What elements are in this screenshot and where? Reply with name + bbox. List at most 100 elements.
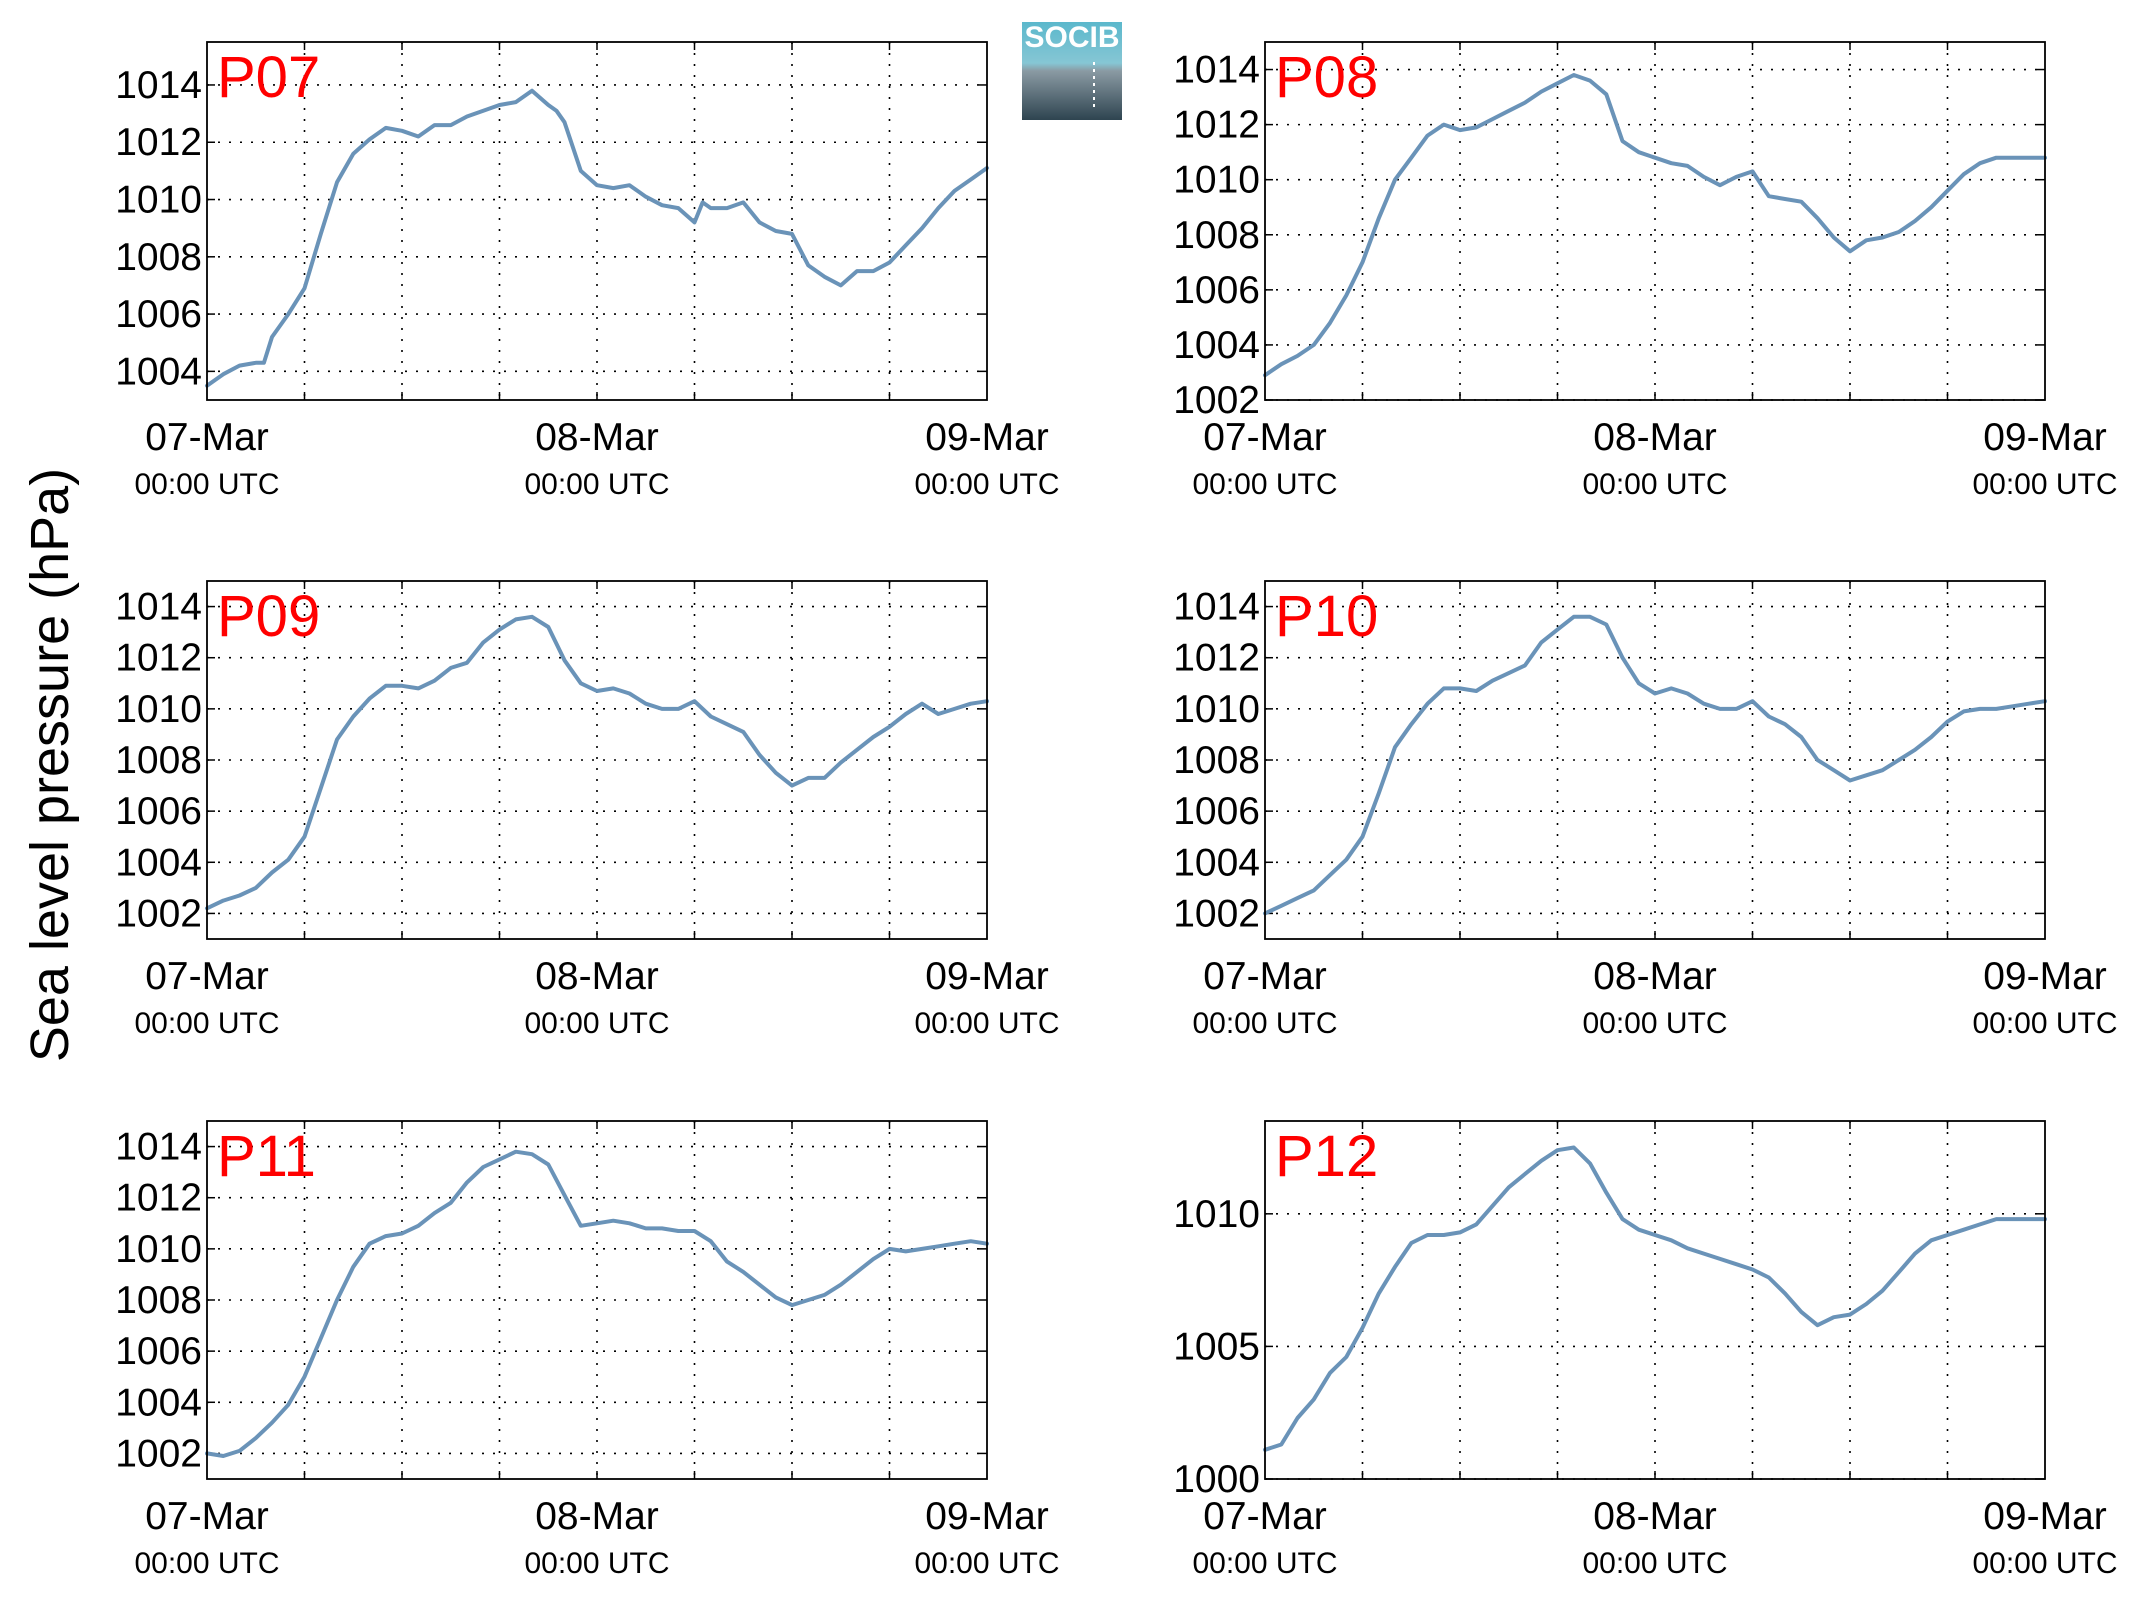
y-tick-label: 1006	[115, 1330, 202, 1373]
y-tick-label: 1008	[115, 1279, 202, 1322]
y-tick-label: 1002	[115, 1432, 202, 1475]
x-tick-label: 09-Mar	[1983, 1495, 2107, 1538]
y-tick-label: 1010	[115, 1228, 202, 1271]
x-tick-label: 07-Mar	[1203, 1495, 1327, 1538]
x-tick-label: 07-Mar	[145, 1495, 269, 1538]
series-line-p11	[205, 1149, 989, 1458]
x-tick-label: 07-Mar	[1203, 955, 1327, 998]
chart-panel-p10: 1002 1004 1006 1008 1010 1012 1014 07-Mar 00:00 …	[1173, 580, 2118, 1040]
y-tick-label: 1012	[115, 1177, 202, 1220]
x-tick-sublabel: 00:00 UTC	[134, 1007, 279, 1040]
y-tick-label: 1004	[115, 350, 202, 393]
panel-label-p11: P11	[217, 1124, 316, 1189]
y-tick-label: 1000	[1173, 1458, 1260, 1501]
x-tick-label: 08-Mar	[535, 1495, 659, 1538]
x-tick-label: 08-Mar	[1593, 1495, 1717, 1538]
y-axis-label: Sea level pressure (hPa)	[20, 468, 80, 1062]
x-tick-sublabel: 00:00 UTC	[1192, 1007, 1337, 1040]
y-tick-label: 1006	[1173, 790, 1260, 833]
x-tick-sublabel: 00:00 UTC	[914, 1547, 1059, 1580]
y-tick-label: 1002	[1173, 379, 1260, 422]
series-line-p12	[1263, 1145, 2047, 1452]
y-tick-label: 1004	[115, 1381, 202, 1424]
chart-panel-p11: 1002 1004 1006 1008 1010 1012 1014 07-Mar 00:00 …	[115, 1120, 1060, 1580]
series-line-p07	[205, 88, 989, 388]
y-tick-label: 1014	[115, 586, 202, 629]
x-tick-label: 08-Mar	[1593, 416, 1717, 459]
x-tick-label: 08-Mar	[535, 955, 659, 998]
x-tick-label: 09-Mar	[1983, 955, 2107, 998]
y-tick-label: 1012	[1173, 637, 1260, 680]
chart-panel-p07: 1004 1006 1008 1010 1012 1014 07-Mar 00:00 UTC 0…	[115, 41, 1060, 501]
plot-frame	[206, 580, 988, 940]
x-tick-sublabel: 00:00 UTC	[524, 1547, 669, 1580]
chart-panel-p12: 1000 1005 1010 07-Mar 00:00 UTC 08-Mar 00:00 U…	[1173, 1120, 2118, 1580]
socib-logo: SOCIB	[1022, 21, 1122, 120]
x-tick-sublabel: 00:00 UTC	[1972, 1547, 2117, 1580]
x-tick-label: 09-Mar	[925, 955, 1049, 998]
y-tick-label: 1004	[1173, 324, 1260, 367]
y-tick-label: 1004	[115, 841, 202, 884]
x-tick-sublabel: 00:00 UTC	[1972, 468, 2117, 501]
logo-text: SOCIB	[1024, 21, 1119, 54]
y-tick-label: 1010	[1173, 688, 1260, 731]
y-tick-label: 1014	[1173, 586, 1260, 629]
chart-panel-p08: 1002 1004 1006 1008 1010 1012 1014 07-Mar 00:00 …	[1173, 41, 2118, 501]
y-tick-label: 1010	[1173, 1193, 1260, 1236]
x-tick-sublabel: 00:00 UTC	[524, 1007, 669, 1040]
y-tick-label: 1006	[1173, 269, 1260, 312]
x-tick-label: 08-Mar	[1593, 955, 1717, 998]
y-tick-label: 1010	[115, 179, 202, 222]
x-tick-sublabel: 00:00 UTC	[914, 1007, 1059, 1040]
x-tick-label: 07-Mar	[145, 955, 269, 998]
chart-panel-p09: 1002 1004 1006 1008 1010 1012 1014 07-Mar 00:00 …	[115, 580, 1060, 1040]
x-tick-sublabel: 00:00 UTC	[914, 468, 1059, 501]
panel-label-p09: P09	[217, 584, 320, 649]
x-tick-sublabel: 00:00 UTC	[134, 468, 279, 501]
y-tick-label: 1008	[1173, 214, 1260, 257]
x-tick-sublabel: 00:00 UTC	[1192, 468, 1337, 501]
panel-label-p10: P10	[1275, 584, 1378, 649]
x-tick-sublabel: 00:00 UTC	[1582, 468, 1727, 501]
x-tick-label: 09-Mar	[925, 416, 1049, 459]
y-tick-label: 1005	[1173, 1325, 1260, 1368]
y-tick-label: 1014	[115, 1126, 202, 1169]
x-tick-sublabel: 00:00 UTC	[524, 468, 669, 501]
x-tick-label: 09-Mar	[1983, 416, 2107, 459]
y-tick-label: 1014	[115, 64, 202, 107]
series-line-p09	[205, 614, 989, 911]
series-line-p10	[1263, 614, 2047, 916]
x-tick-sublabel: 00:00 UTC	[134, 1547, 279, 1580]
y-tick-label: 1004	[1173, 841, 1260, 884]
plot-frame	[1264, 580, 2046, 940]
x-tick-sublabel: 00:00 UTC	[1582, 1007, 1727, 1040]
x-tick-label: 09-Mar	[925, 1495, 1049, 1538]
panel-label-p12: P12	[1275, 1124, 1378, 1189]
y-tick-label: 1002	[1173, 892, 1260, 935]
y-tick-label: 1012	[115, 637, 202, 680]
plot-frame	[206, 1120, 988, 1480]
plot-frame	[1264, 41, 2046, 401]
y-tick-label: 1010	[1173, 159, 1260, 202]
y-tick-label: 1006	[115, 293, 202, 336]
y-tick-label: 1012	[115, 121, 202, 164]
x-tick-sublabel: 00:00 UTC	[1192, 1547, 1337, 1580]
y-tick-label: 1008	[115, 739, 202, 782]
y-tick-label: 1008	[1173, 739, 1260, 782]
y-tick-label: 1014	[1173, 49, 1260, 92]
plot-frame	[206, 41, 988, 401]
y-tick-label: 1010	[115, 688, 202, 731]
logo-graphic	[1022, 22, 1122, 120]
y-tick-label: 1002	[115, 892, 202, 935]
y-tick-label: 1006	[115, 790, 202, 833]
y-tick-label: 1012	[1173, 104, 1260, 147]
x-tick-sublabel: 00:00 UTC	[1972, 1007, 2117, 1040]
series-line-p08	[1263, 73, 2047, 378]
plot-frame	[1264, 1120, 2046, 1480]
x-tick-sublabel: 00:00 UTC	[1582, 1547, 1727, 1580]
x-tick-label: 07-Mar	[1203, 416, 1327, 459]
y-tick-label: 1008	[115, 236, 202, 279]
x-tick-label: 07-Mar	[145, 416, 269, 459]
